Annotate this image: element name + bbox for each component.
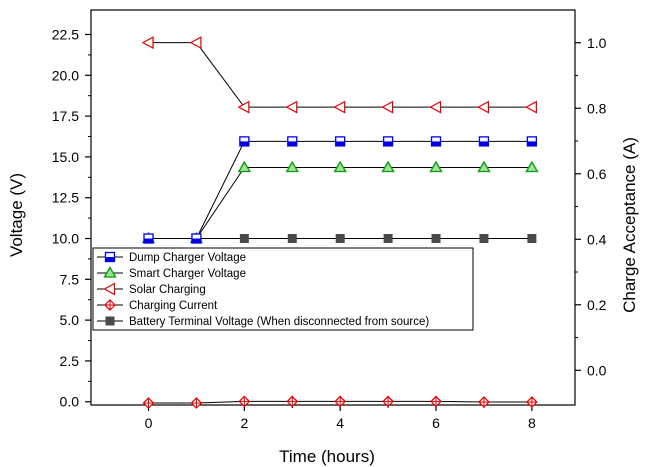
data-point (285, 160, 299, 173)
series-layer (141, 36, 539, 409)
data-point (527, 234, 537, 244)
legend-label: Solar Charging (129, 284, 206, 296)
legend-item: Battery Terminal Voltage (When disconnec… (97, 316, 429, 328)
data-point-fill (479, 141, 489, 146)
data-point (525, 160, 539, 173)
data-point-fill (383, 141, 393, 146)
data-point-fill (191, 238, 201, 244)
data-point (287, 234, 297, 244)
legend-label: Charging Current (129, 300, 218, 312)
data-point-fill (239, 141, 249, 146)
legend-label: Battery Terminal Voltage (When disconnec… (129, 316, 429, 328)
data-point (381, 160, 395, 173)
data-point (383, 234, 393, 244)
x-tick-label: 0 (145, 415, 153, 431)
legend-box (92, 247, 474, 331)
x-axis-title: Time (hours) (279, 447, 375, 466)
data-point-fill (105, 257, 115, 262)
data-point (333, 100, 346, 114)
legend-label: Smart Charger Voltage (129, 268, 246, 280)
series-dump-charger-voltage (143, 136, 538, 244)
series-line (148, 167, 532, 240)
data-point (103, 282, 116, 296)
legend-item: Smart Charger Voltage (97, 266, 246, 280)
plot-area-border (90, 9, 576, 406)
x-axis: 0 2 4 6 8 (145, 405, 536, 431)
y-left-tick-label: 7.5 (60, 271, 80, 287)
y-right-tick-label: 0.8 (587, 100, 607, 116)
y-axis-right-title: Charge Acceptance (A) (620, 137, 639, 313)
data-point-fill (527, 141, 537, 146)
data-point-fill (335, 141, 345, 146)
data-point (335, 234, 345, 244)
data-point (477, 100, 490, 114)
data-point (479, 234, 489, 244)
data-point (189, 36, 202, 50)
series-solar-charging (141, 36, 537, 114)
series-charging-current (142, 395, 538, 409)
y-left-tick-label: 17.5 (52, 108, 79, 124)
data-point (103, 266, 117, 278)
x-tick-label: 8 (528, 415, 536, 431)
data-point (381, 100, 394, 114)
x-tick-label: 6 (432, 415, 440, 431)
y-left-tick-label: 10.0 (52, 231, 79, 247)
y-left-tick-label: 5.0 (60, 312, 80, 328)
y-right-tick-label: 0.6 (587, 166, 607, 182)
data-point (239, 234, 249, 244)
y-left-tick-label: 2.5 (60, 353, 80, 369)
legend-item: Dump Charger Voltage (97, 251, 246, 264)
data-point-fill (431, 141, 441, 146)
y-axis-left: 0.0 2.5 5.0 7.5 10.0 12.5 15.0 17.5 20.0 22.5 (52, 26, 91, 410)
y-left-tick-label: 15.0 (52, 149, 79, 165)
data-point (333, 160, 347, 173)
legend-label: Dump Charger Voltage (129, 252, 246, 264)
y-right-tick-label: 0.0 (587, 362, 607, 378)
data-point (477, 160, 491, 173)
data-point (525, 100, 537, 114)
x-tick-label: 2 (240, 415, 248, 431)
y-right-tick-label: 1.0 (587, 35, 607, 51)
y-right-tick-label: 0.4 (587, 231, 607, 247)
data-point-fill (144, 238, 154, 244)
y-left-tick-label: 0.0 (60, 394, 80, 410)
y-axis-left-title: Voltage (V) (7, 173, 26, 257)
data-point (285, 100, 298, 114)
series-smart-charger-voltage (141, 160, 539, 244)
legend-item: Solar Charging (97, 282, 206, 296)
data-point (105, 316, 115, 326)
legend: Dump Charger Voltage Smart Charger Voltag… (92, 247, 474, 331)
data-point (429, 160, 443, 173)
series-battery-terminal-voltage-when-disconnected-from-source (144, 234, 537, 244)
y-left-tick-label: 22.5 (52, 26, 79, 42)
y-left-tick-label: 20.0 (52, 67, 79, 83)
data-point (237, 160, 251, 173)
data-point (141, 36, 154, 50)
data-point (431, 234, 441, 244)
legend-item: Charging Current (97, 299, 218, 312)
series-line (148, 42, 532, 108)
y-axis-right: 0.0 0.2 0.4 0.6 0.8 1.0 (575, 35, 607, 378)
plot-frame (90, 9, 576, 406)
data-point (429, 100, 442, 114)
data-point (237, 100, 250, 114)
x-tick-label: 4 (336, 415, 344, 431)
y-left-tick-label: 12.5 (52, 190, 79, 206)
y-right-tick-label: 0.2 (587, 297, 607, 313)
data-point-fill (287, 141, 297, 146)
